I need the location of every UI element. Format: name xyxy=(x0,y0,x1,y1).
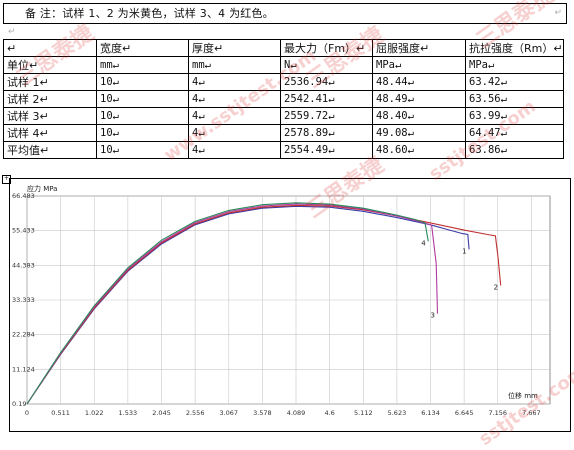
series-label: 4 xyxy=(421,239,426,247)
table-cell: 49.08↵ xyxy=(372,124,466,142)
table-cell: MPa↵ xyxy=(465,56,564,74)
x-tick-label: 4.6 xyxy=(324,409,334,417)
table-cell: 2578.89↵ xyxy=(280,124,373,142)
table-cell: 2559.72↵ xyxy=(280,107,373,125)
x-tick-label: 3.578 xyxy=(253,409,272,417)
x-tick-label: 2.045 xyxy=(152,409,171,417)
header-cell: 抗拉强度（Rm）↵ xyxy=(465,39,564,57)
table-cell: 48.44↵ xyxy=(372,73,466,91)
x-tick-label: 0.511 xyxy=(51,409,70,417)
table-cell: 48.60↵ xyxy=(372,141,466,159)
table-cell: 2554.49↵ xyxy=(280,141,373,159)
header-cell: 宽度↵ xyxy=(96,39,189,57)
table-cell: 63.86↵ xyxy=(465,141,564,159)
table-cell: mm↵ xyxy=(188,56,281,74)
table-cell: 2536.94↵ xyxy=(280,73,373,91)
x-tick-label: 1.022 xyxy=(85,409,104,417)
table-cell: 10↵ xyxy=(96,90,189,108)
x-tick-label: 6.134 xyxy=(421,409,440,417)
y-tick-label: 11.124 xyxy=(12,366,35,374)
row-label: 试样 1↵ xyxy=(3,73,97,91)
row-label: 平均值↵ xyxy=(3,141,97,159)
header-cell: ↵ xyxy=(3,39,97,57)
header-cell: 屈服强度↵ xyxy=(372,39,466,57)
stress-displacement-chart: 0 0.511 1.022 1.533 2.045 2.556 3.067 3.578 4.08… xyxy=(9,178,571,432)
table-cell: 4↵ xyxy=(188,73,281,91)
x-axis-label: 位移 mm xyxy=(508,391,538,400)
table-cell: 4↵ xyxy=(188,124,281,142)
chart-canvas: 0 0.511 1.022 1.533 2.045 2.556 3.067 3.578 4.08… xyxy=(12,184,551,417)
remark-text: 备 注：试样 1、2 为米黄色，试样 3、4 为红色。 xyxy=(25,7,274,20)
table-cell: 10↵ xyxy=(96,107,189,125)
y-tick-label: 44.383 xyxy=(12,261,35,269)
y-tick-label: 55.433 xyxy=(12,227,35,235)
table-cell: 64.47↵ xyxy=(465,124,564,142)
y-tick-label: 66.483 xyxy=(12,192,35,200)
table-cell: 63.56↵ xyxy=(465,90,564,108)
x-tick-label: 7.156 xyxy=(488,409,507,417)
row-label: 试样 4↵ xyxy=(3,124,97,142)
x-tick-label: 1.533 xyxy=(119,409,138,417)
series-label: 2 xyxy=(494,283,498,291)
series-label: 3 xyxy=(431,312,435,320)
x-tick-label: 0 xyxy=(25,409,29,417)
table-cell: 10↵ xyxy=(96,73,189,91)
row-label: 试样 2↵ xyxy=(3,90,97,108)
table-move-handle-icon[interactable]: + xyxy=(2,175,11,184)
table-row: 试样 2↵ 10↵ 4↵ 2542.41↵ 48.49↵ 63.56↵ xyxy=(3,90,564,108)
x-tick-label: 2.556 xyxy=(186,409,205,417)
remark-box: 备 注：试样 1、2 为米黄色，试样 3、4 为红色。 ↵ xyxy=(3,3,567,24)
table-row: 试样 4↵ 10↵ 4↵ 2578.89↵ 49.08↵ 64.47↵ xyxy=(3,124,564,142)
table-cell: 10↵ xyxy=(96,141,189,159)
x-tick-label: 7.667 xyxy=(522,409,541,417)
table-row: 试样 1↵ 10↵ 4↵ 2536.94↵ 48.44↵ 63.42↵ xyxy=(3,73,564,91)
table-cell: 4↵ xyxy=(188,141,281,159)
table-cell: 63.42↵ xyxy=(465,73,564,91)
header-cell: 厚度↵ xyxy=(188,39,281,57)
y-tick-label: 22.284 xyxy=(12,331,35,339)
table-header-row: ↵ 宽度↵ 厚度↵ 最大力（Fm）↵ 屈服强度↵ 抗拉强度（Rm）↵ xyxy=(3,39,564,57)
table-cell: 48.49↵ xyxy=(372,90,466,108)
table-cell: MPa↵ xyxy=(372,56,466,74)
table-cell: mm↵ xyxy=(96,56,189,74)
table-cell: 10↵ xyxy=(96,124,189,142)
y-tick-label: 0.19 xyxy=(12,400,26,408)
series-line-1 xyxy=(26,205,470,405)
table-cell: 48.40↵ xyxy=(372,107,466,125)
paragraph-mark-icon: ↵ xyxy=(8,27,16,37)
row-label: 单位↵ xyxy=(3,56,97,74)
table-row: 单位↵ mm↵ mm↵ N↵ MPa↵ MPa↵ xyxy=(3,56,564,74)
table-cell: N↵ xyxy=(280,56,373,74)
series-line-2 xyxy=(26,204,502,405)
table-cell: 4↵ xyxy=(188,107,281,125)
table-row: 平均值↵ 10↵ 4↵ 2554.49↵ 48.60↵ 63.86↵ xyxy=(3,141,564,159)
x-tick-label: 6.645 xyxy=(455,409,474,417)
header-cell: 最大力（Fm）↵ xyxy=(280,39,373,57)
results-table: ↵ 宽度↵ 厚度↵ 最大力（Fm）↵ 屈服强度↵ 抗拉强度（Rm）↵ 单位↵ m… xyxy=(3,39,564,159)
paragraph-mark-icon: ↵ xyxy=(554,8,562,18)
table-cell: 4↵ xyxy=(188,90,281,108)
row-label: 试样 3↵ xyxy=(3,107,97,125)
table-row: 试样 3↵ 10↵ 4↵ 2559.72↵ 48.40↵ 63.99↵ xyxy=(3,107,564,125)
x-tick-label: 5.112 xyxy=(354,409,373,417)
y-axis-label: 应力 MPa xyxy=(27,184,57,193)
y-tick-label: 33.333 xyxy=(12,296,35,304)
table-cell: 2542.41↵ xyxy=(280,90,373,108)
series-line-4 xyxy=(26,202,429,405)
x-tick-label: 5.623 xyxy=(388,409,407,417)
series-label: 1 xyxy=(462,247,466,255)
x-tick-label: 3.067 xyxy=(219,409,238,417)
table-cell: 63.99↵ xyxy=(465,107,564,125)
x-tick-label: 4.089 xyxy=(287,409,306,417)
